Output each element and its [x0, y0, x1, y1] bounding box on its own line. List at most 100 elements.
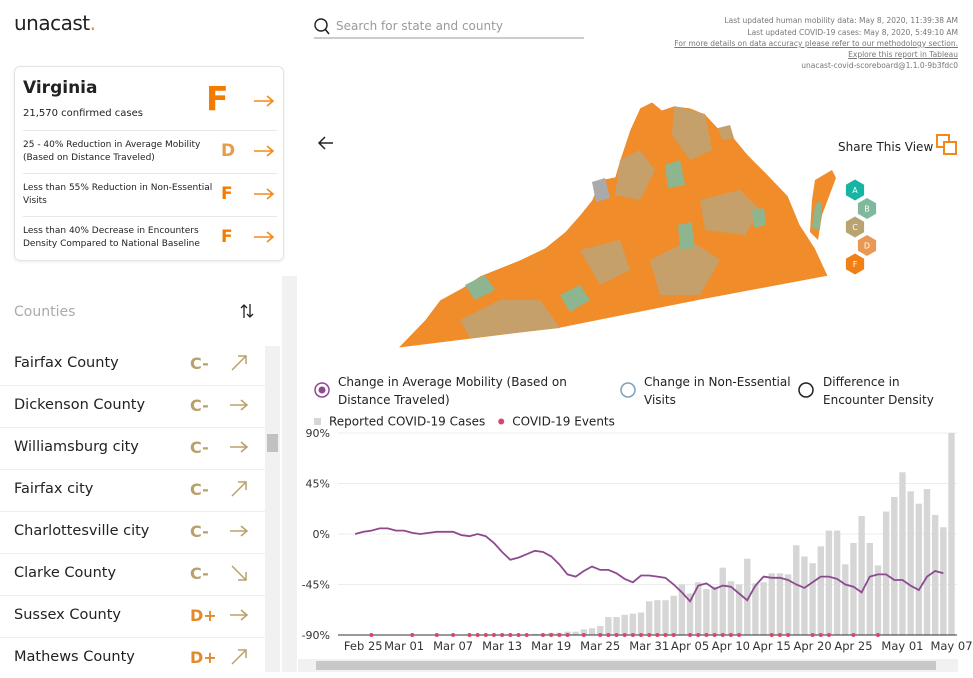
state-card: Virginia 21,570 confirmed cases F 25 - 4… [14, 66, 284, 261]
update-note: Last updated COVID-19 cases: May 8, 2020… [747, 28, 958, 37]
event-dot [524, 633, 529, 637]
radio[interactable] [798, 382, 814, 398]
event-dot [500, 633, 505, 637]
chart-scrollbar[interactable] [298, 659, 958, 672]
trend-arrow[interactable] [228, 478, 250, 500]
case-bar [817, 546, 824, 635]
case-bar [776, 573, 784, 635]
case-bar [793, 545, 800, 635]
county-name: Fairfax city [14, 481, 94, 497]
trend-arrow[interactable] [228, 352, 250, 374]
trend-arrow[interactable] [228, 436, 250, 458]
version: unacast-covid-scoreboard@1.1.0-9b3fdc0 [801, 61, 958, 70]
county-name: Dickenson County [14, 397, 146, 413]
county-row[interactable]: Sussex County D+ [0, 596, 265, 638]
event-dot [851, 633, 856, 637]
y-tick-label: 0% [313, 528, 330, 541]
radio-selected[interactable] [314, 382, 330, 398]
metric-option[interactable]: Change in Average Mobility (Based on Dis… [338, 375, 567, 407]
y-tick-label: 90% [306, 427, 330, 440]
trend-arrow[interactable] [228, 604, 250, 626]
share-icon[interactable] [936, 134, 958, 156]
search-box[interactable] [314, 16, 586, 40]
case-bar [703, 588, 710, 635]
metric-option[interactable]: Change in Non-Essential Visits [644, 375, 791, 407]
case-bar [923, 489, 931, 635]
radio[interactable] [620, 382, 636, 398]
county-name: Clarke County [14, 565, 117, 581]
case-bar [858, 516, 865, 635]
share-label[interactable]: Share This View [838, 140, 934, 154]
case-bar [547, 632, 555, 635]
metric-row: Less than 55% Reduction in Non-Essential… [23, 173, 277, 217]
trend-arrow[interactable] [228, 646, 250, 668]
case-bar [850, 542, 857, 635]
county-row[interactable]: Fairfax County C- [0, 344, 265, 386]
trend-arrow[interactable] [251, 143, 277, 159]
back-button[interactable] [316, 134, 336, 152]
county-row[interactable]: Fairfax city C- [0, 470, 265, 512]
county-row[interactable]: Charlottesville city C- [0, 512, 265, 554]
logo-dot: . [89, 11, 96, 35]
event-dot [786, 633, 791, 637]
x-tick-label: Mar 19 [531, 639, 571, 653]
trend-arrow[interactable] [251, 186, 277, 202]
panel-scrollbar[interactable] [282, 276, 297, 672]
logo[interactable]: unacast. [14, 11, 96, 35]
metric-option[interactable]: Difference in Encounter Density [823, 375, 934, 407]
x-tick-label: May 01 [881, 639, 923, 653]
event-dot [826, 633, 831, 637]
case-bar [531, 633, 539, 635]
county-row[interactable]: Clarke County C- [0, 554, 265, 596]
event-dot [671, 633, 676, 637]
case-bar [842, 564, 849, 635]
tableau-link[interactable]: Explore this report in Tableau [848, 50, 958, 59]
event-dot [598, 633, 603, 637]
county-list: Fairfax County C- Dickenson County C- Willia… [0, 344, 265, 678]
methodology-link[interactable]: For more details on data accuracy please… [674, 39, 958, 48]
case-bar [735, 584, 743, 635]
case-bar [711, 586, 718, 635]
case-bar [727, 581, 735, 635]
metric-row: 25 - 40% Reduction in Average Mobility (… [23, 130, 277, 174]
x-tick-label: Apr 15 [753, 639, 791, 653]
state-map[interactable] [396, 101, 836, 349]
event-dot [622, 633, 627, 637]
grade-hex-label: F [853, 260, 858, 269]
grade-hex-label: C [852, 223, 858, 232]
x-tick-label: Mar 25 [580, 639, 620, 653]
case-bar [605, 617, 612, 635]
case-bar [833, 530, 841, 635]
trend-arrow[interactable] [251, 93, 277, 109]
state-name: Virginia [23, 78, 98, 98]
event-dot [875, 633, 880, 637]
county-name: Williamsburg city [14, 439, 139, 455]
case-bar [621, 614, 628, 635]
event-dot [614, 633, 619, 637]
case-bar [866, 542, 873, 635]
trend-arrow[interactable] [228, 562, 250, 584]
x-tick-label: May 07 [930, 639, 972, 653]
x-tick-label: Feb 25 [344, 639, 383, 653]
event-dot [818, 633, 823, 637]
trend-arrow[interactable] [228, 520, 250, 542]
sort-button[interactable] [238, 302, 256, 320]
county-row[interactable]: Williamsburg city C- [0, 428, 265, 470]
case-bar [760, 582, 767, 635]
event-dot [581, 633, 586, 637]
search-input[interactable]: Search for state and county [336, 19, 503, 33]
trend-arrow[interactable] [251, 229, 277, 245]
county-row[interactable]: Mathews County D+ [0, 638, 265, 678]
county-row[interactable]: Dickenson County C- [0, 386, 265, 428]
event-dot [491, 633, 496, 637]
x-tick-label: Apr 05 [671, 639, 709, 653]
case-bar [572, 631, 579, 635]
list-scrollbar[interactable] [265, 346, 280, 672]
case-count: 21,570 confirmed cases [23, 108, 143, 119]
event-dot [688, 633, 693, 637]
x-tick-label: Apr 10 [712, 639, 750, 653]
case-bar [588, 628, 596, 635]
x-tick-label: Apr 20 [794, 639, 832, 653]
event-dot [475, 633, 480, 637]
trend-arrow[interactable] [228, 394, 250, 416]
